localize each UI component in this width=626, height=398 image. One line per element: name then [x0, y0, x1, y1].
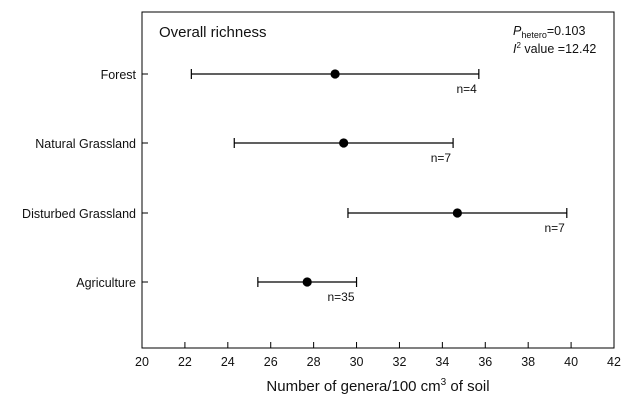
x-tick-label: 28 [307, 355, 321, 369]
mean-point [330, 69, 340, 79]
heterogeneity-p-stat: Phetero=0.103 [513, 24, 586, 40]
forest-row: Forest n=4 [101, 68, 480, 96]
x-axis-label: Number of genera/100 cm3 of soil [266, 377, 489, 395]
category-label: Disturbed Grassland [22, 207, 136, 221]
n-label: n=35 [328, 290, 355, 304]
category-label: Natural Grassland [35, 137, 136, 151]
chart-title: Overall richness [159, 24, 267, 41]
x-tick-label: 34 [435, 355, 449, 369]
x-tick-label: 36 [478, 355, 492, 369]
mean-point [452, 208, 462, 218]
x-tick-label: 40 [564, 355, 578, 369]
x-tick-label: 20 [135, 355, 149, 369]
forest-row: Agriculture n=35 [76, 276, 358, 304]
i-squared-stat: I2 value =12.42 [513, 41, 596, 56]
x-tick-label: 22 [178, 355, 192, 369]
x-tick-label: 38 [521, 355, 535, 369]
n-label: n=7 [431, 151, 452, 165]
forest-row: Disturbed Grassland n=7 [22, 207, 568, 235]
x-tick-label: 24 [221, 355, 235, 369]
n-label: n=7 [544, 221, 565, 235]
mean-point [339, 138, 349, 148]
x-tick-label: 42 [607, 355, 621, 369]
n-label: n=4 [456, 82, 477, 96]
x-tick-label: 26 [264, 355, 278, 369]
category-label: Agriculture [76, 276, 136, 290]
forest-row: Natural Grassland n=7 [35, 137, 454, 165]
x-axis: 20 22 24 26 28 30 32 34 36 38 40 42 [135, 342, 621, 369]
mean-point [302, 277, 312, 287]
x-tick-label: 32 [393, 355, 407, 369]
category-label: Forest [101, 68, 137, 82]
x-tick-label: 30 [350, 355, 364, 369]
plot-area-frame [141, 11, 615, 349]
